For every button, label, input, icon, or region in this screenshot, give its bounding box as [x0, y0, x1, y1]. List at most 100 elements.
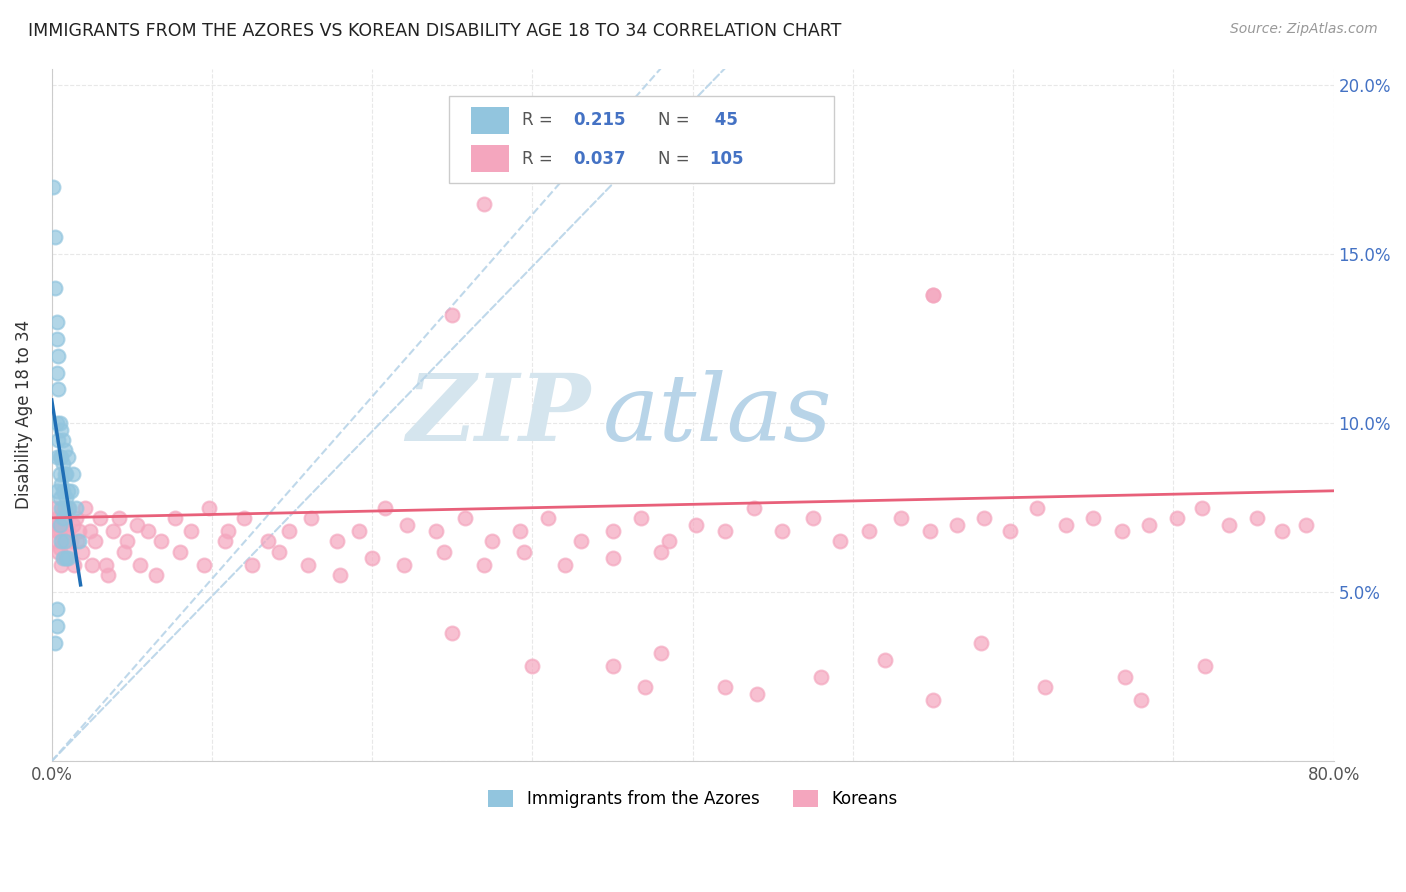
Point [45, 524, 67, 539]
Point [51, 477, 73, 491]
Point [45, 511, 67, 525]
Point [101, 524, 124, 539]
Point [56, 500, 79, 515]
Point [52, 500, 75, 515]
Point [374, 500, 396, 515]
Point [269, 544, 291, 558]
Point [49, 491, 72, 505]
Point [44, 636, 66, 650]
Point [441, 625, 464, 640]
Point [125, 517, 148, 532]
Text: 0.037: 0.037 [574, 150, 626, 168]
Point [44, 281, 66, 295]
Point [193, 558, 215, 573]
Point [1111, 524, 1133, 539]
Text: N =: N = [658, 150, 695, 168]
Point [53, 524, 76, 539]
Point [165, 511, 187, 525]
Point [115, 534, 138, 549]
Point [970, 636, 993, 650]
Point [45, 619, 67, 633]
Point [349, 524, 371, 539]
Point [973, 511, 995, 525]
Point [46, 383, 69, 397]
Point [55, 511, 77, 525]
Point [650, 646, 672, 660]
Point [52, 551, 75, 566]
Point [481, 534, 503, 549]
Point [49, 467, 72, 481]
Point [873, 653, 896, 667]
Point [922, 288, 945, 302]
Point [67, 524, 90, 539]
Point [65, 511, 87, 525]
Point [361, 551, 384, 566]
Text: IMMIGRANTS FROM THE AZORES VS KOREAN DISABILITY AGE 18 TO 34 CORRELATION CHART: IMMIGRANTS FROM THE AZORES VS KOREAN DIS… [28, 22, 842, 40]
Point [65, 500, 87, 515]
Point [97, 568, 120, 582]
Point [49, 524, 72, 539]
Point [685, 517, 707, 532]
Point [52, 483, 75, 498]
Point [55, 491, 77, 505]
Point [214, 534, 236, 549]
Point [1218, 517, 1240, 532]
Point [80, 558, 103, 573]
Point [1114, 670, 1136, 684]
Point [454, 511, 477, 525]
Point [51, 450, 73, 464]
Point [66, 534, 89, 549]
Point [56, 450, 79, 464]
Point [509, 524, 531, 539]
Point [1295, 517, 1317, 532]
Point [62, 467, 84, 481]
FancyBboxPatch shape [449, 96, 834, 183]
Point [70, 544, 93, 558]
Point [45, 602, 67, 616]
Point [169, 544, 191, 558]
Point [998, 524, 1021, 539]
Point [946, 517, 969, 532]
Point [42, 179, 65, 194]
Point [49, 517, 72, 532]
Point [51, 511, 73, 525]
Point [742, 500, 765, 515]
Point [602, 551, 624, 566]
Legend: Immigrants from the Azores, Koreans: Immigrants from the Azores, Koreans [481, 783, 904, 815]
Point [45, 366, 67, 380]
Point [441, 308, 464, 322]
Point [553, 558, 575, 573]
Point [56, 551, 79, 566]
Text: R =: R = [522, 150, 558, 168]
Point [1033, 680, 1056, 694]
Point [522, 659, 544, 673]
Point [51, 500, 73, 515]
Point [89, 511, 111, 525]
Point [108, 511, 131, 525]
Point [658, 534, 681, 549]
Point [1054, 517, 1077, 532]
Point [650, 544, 672, 558]
Point [918, 524, 941, 539]
Point [180, 524, 202, 539]
Text: N =: N = [658, 112, 695, 129]
Point [46, 517, 69, 532]
Point [770, 524, 793, 539]
Point [240, 558, 263, 573]
Point [49, 541, 72, 556]
Point [474, 558, 496, 573]
Point [52, 511, 75, 525]
Point [537, 511, 560, 525]
FancyBboxPatch shape [471, 107, 509, 134]
Point [53, 443, 76, 458]
Point [1130, 693, 1153, 707]
Point [810, 670, 832, 684]
Text: Source: ZipAtlas.com: Source: ZipAtlas.com [1230, 22, 1378, 37]
Point [801, 511, 824, 525]
Point [55, 551, 77, 566]
Point [1083, 511, 1105, 525]
Point [67, 534, 90, 549]
Point [197, 500, 219, 515]
Point [633, 680, 655, 694]
Point [569, 534, 592, 549]
